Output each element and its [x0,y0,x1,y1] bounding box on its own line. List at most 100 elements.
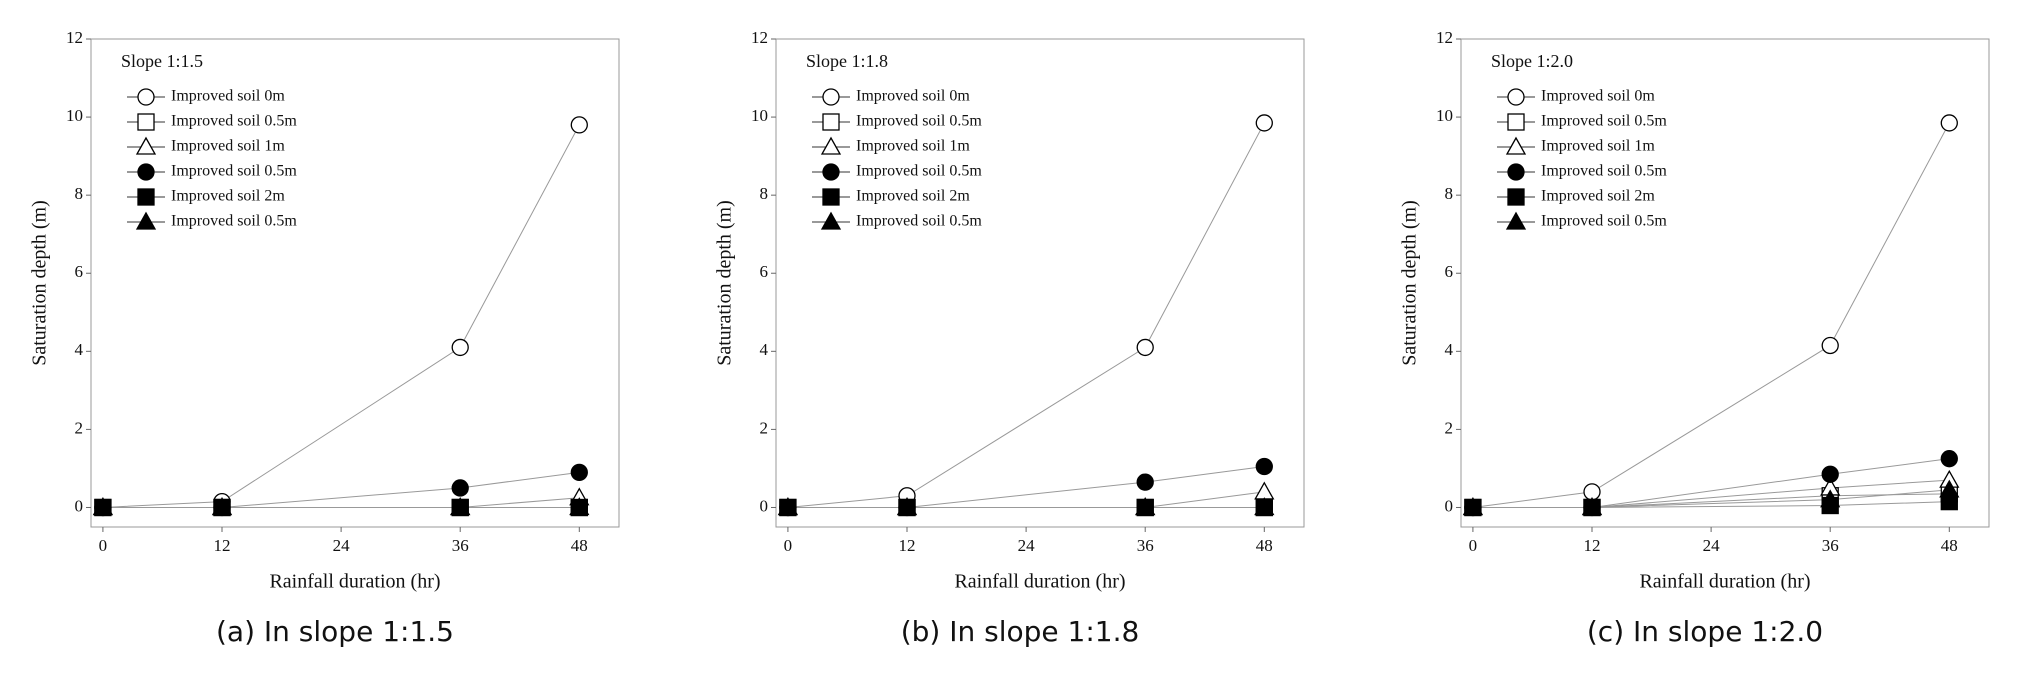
x-tick-label: 36 [452,536,469,555]
legend-label: Improved soil 0.5m [1541,113,1667,130]
legend-label: Improved soil 0.5m [171,163,297,180]
legend-marker [135,136,157,155]
y-tick-label: 10 [1436,106,1453,125]
legend-label: Improved soil 0.5m [1541,163,1667,180]
legend-marker [822,188,840,206]
marker [1255,457,1273,476]
y-axis-label: Saturation depth (m) [1399,200,1421,366]
x-tick-label: 12 [899,536,916,555]
x-axis-label: Rainfall duration (hr) [1639,571,1810,593]
legend-label: Improved soil 2m [171,188,285,205]
marker [451,479,469,497]
legend-label: Improved soil 0.5m [856,213,982,230]
marker [451,338,469,357]
marker [570,463,588,481]
marker [1254,497,1275,516]
y-tick-label: 10 [66,106,83,125]
marker [1821,336,1839,355]
series-line [787,491,1265,508]
marker [1940,450,1958,468]
legend-marker [1507,113,1525,131]
caption: (c) In slope 1:2.0 [1587,615,1823,648]
y-tick-label: 6 [75,262,84,281]
legend-label: Improved soil 0.5m [856,113,982,130]
x-tick-label: 24 [1018,536,1036,555]
legend-title: Slope 1:2.0 [1491,51,1573,71]
y-tick-label: 0 [1445,496,1454,515]
caption: (a) In slope 1:1.5 [216,615,454,648]
y-tick-label: 8 [760,184,769,203]
series-line [102,124,580,508]
x-tick-label: 36 [1137,536,1154,555]
series-line [1472,489,1950,508]
marker [896,497,918,516]
y-tick-label: 8 [1445,184,1454,203]
plot-frame [775,38,1305,528]
legend-title: Slope 1:1.5 [121,51,203,71]
x-tick-label: 48 [571,536,588,555]
legend-marker [137,163,155,181]
legend-marker [820,211,842,230]
x-tick-label: 48 [1941,536,1958,555]
x-tick-label: 0 [99,536,108,555]
marker [1135,497,1156,516]
marker [1821,465,1839,483]
marker [1820,489,1841,508]
legend-label: Improved soil 0.5m [856,163,982,180]
marker [1136,473,1154,491]
marker [1940,114,1958,132]
legend-label: Improved soil 1m [856,138,970,155]
legend-marker [1507,88,1525,106]
legend-label: Improved soil 1m [171,138,285,155]
x-tick-label: 12 [1584,536,1601,555]
x-tick-label: 36 [1822,536,1839,555]
series-line [102,471,580,508]
marker [450,497,471,516]
x-tick-label: 24 [1703,536,1721,555]
legend-marker [135,211,157,230]
legend-marker [1507,163,1525,181]
y-axis-label: Saturation depth (m) [29,200,51,366]
plot-frame [90,38,620,528]
y-tick-label: 2 [1445,418,1454,437]
y-tick-label: 12 [1436,28,1453,47]
legend-label: Improved soil 0m [171,88,285,105]
y-tick-label: 4 [760,340,769,359]
y-tick-label: 0 [760,496,769,515]
legend-marker [822,163,840,181]
series-line [102,497,580,508]
legend-marker [822,88,840,106]
marker [1939,479,1960,498]
legend-marker [820,136,842,155]
caption: (b) In slope 1:1.8 [901,615,1140,648]
marker [1581,497,1603,516]
legend-marker [1505,211,1527,230]
marker [1462,497,1484,516]
y-tick-label: 6 [1445,262,1454,281]
plot-frame [1460,38,1990,528]
y-tick-label: 2 [75,418,84,437]
y-tick-label: 4 [75,340,84,359]
x-tick-label: 12 [214,536,231,555]
legend-marker [137,113,155,131]
y-tick-label: 6 [760,262,769,281]
y-tick-label: 2 [760,418,769,437]
y-tick-label: 12 [66,28,83,47]
marker [1136,338,1154,357]
marker [1254,481,1275,500]
marker [92,497,114,516]
legend-label: Improved soil 0.5m [171,213,297,230]
legend-marker [1507,188,1525,206]
x-tick-label: 24 [333,536,351,555]
legend-label: Improved soil 0.5m [1541,213,1667,230]
legend-label: Improved soil 0.5m [171,113,297,130]
series-line [1472,458,1950,508]
y-axis-label: Saturation depth (m) [714,200,736,366]
x-tick-label: 0 [1469,536,1478,555]
y-tick-label: 4 [1445,340,1454,359]
legend-label: Improved soil 2m [1541,188,1655,205]
series-line [1472,501,1950,508]
y-tick-label: 8 [75,184,84,203]
legend-marker [822,113,840,131]
